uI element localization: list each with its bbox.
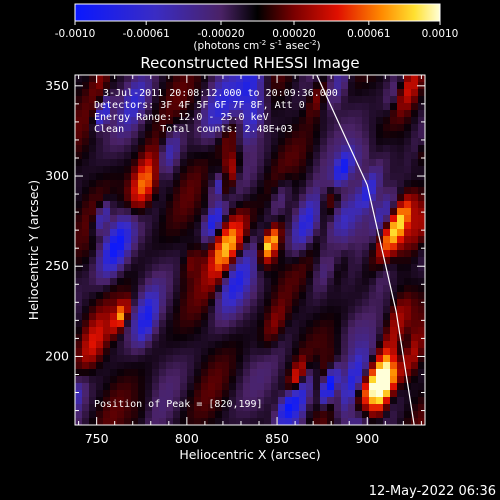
heatmap-image bbox=[75, 75, 425, 425]
solar-limb-curve bbox=[316, 75, 415, 425]
annotation-energy: Energy Range: 12.0 - 25.0 keV bbox=[94, 112, 269, 123]
x-axis-label: Heliocentric X (arcsec) bbox=[179, 447, 320, 462]
colorbar-tick-label: 0.00061 bbox=[347, 28, 390, 40]
x-tick-label: 850 bbox=[265, 431, 289, 446]
chart-title: Reconstructed RHESSI Image bbox=[140, 54, 359, 72]
colorbar-ticks: -0.0010 -0.00061 -0.00020 0.00020 0.00061 0.0… bbox=[55, 21, 459, 40]
colorbar-tick-label: -0.00020 bbox=[197, 28, 244, 40]
colorbar-unit-label: (photons cm-2 s-1 asec-2) bbox=[193, 39, 320, 52]
x-tick-label: 900 bbox=[355, 431, 379, 446]
colorbar-tick-label: 0.0010 bbox=[422, 28, 459, 40]
x-tick-label: 750 bbox=[85, 431, 109, 446]
colorbar-tick-label: -0.00061 bbox=[123, 28, 170, 40]
annotation-method: Clean Total counts: 2.48E+03 bbox=[94, 124, 293, 135]
y-tick-label: 350 bbox=[45, 78, 69, 93]
y-tick-label: 300 bbox=[45, 168, 69, 183]
timestamp: 12-May-2022 06:36 bbox=[369, 484, 496, 499]
y-tick-label: 200 bbox=[45, 348, 69, 363]
axis-ticks: 750 800 850 900 200 250 300 350 bbox=[45, 75, 425, 446]
colorbar-tick-label: 0.00020 bbox=[272, 28, 315, 40]
annotation-time: 3-Jul-2011 20:08:12.000 to 20:09:36.000 bbox=[103, 88, 338, 99]
annotation-peak: Position of Peak = [820,199] bbox=[94, 399, 263, 410]
y-axis-label: Heliocentric Y (arcsec) bbox=[26, 180, 41, 320]
annotation-detectors: Detectors: 3F 4F 5F 6F 7F 8F, Att 0 bbox=[94, 100, 305, 111]
y-tick-label: 250 bbox=[45, 258, 69, 273]
plot-frame bbox=[74, 74, 426, 426]
colorbar bbox=[74, 3, 441, 22]
colorbar-tick-label: -0.0010 bbox=[55, 28, 96, 40]
x-tick-label: 800 bbox=[175, 431, 199, 446]
annotation-block: 3-Jul-2011 20:08:12.000 to 20:09:36.000 … bbox=[94, 88, 338, 410]
